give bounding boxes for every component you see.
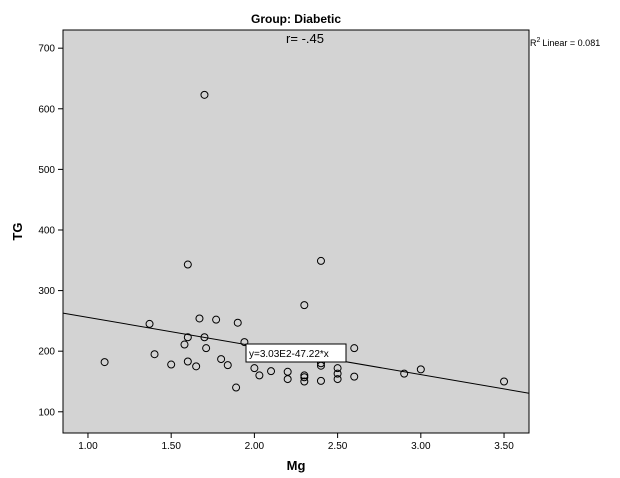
data-point [350, 372, 359, 381]
data-point [255, 371, 264, 380]
correlation-annotation: r= -.45 [286, 31, 324, 46]
y-tick-label: 500 [38, 165, 55, 176]
data-point [192, 362, 201, 371]
chart-title: Group: Diabetic [251, 12, 341, 26]
data-point [100, 358, 109, 367]
data-point [300, 301, 309, 310]
data-point [300, 377, 309, 386]
equation-label: y=3.03E2-47.22*x [245, 343, 347, 363]
r2-superscript: 2 [537, 37, 541, 44]
data-point [195, 314, 204, 323]
data-point [183, 333, 192, 342]
data-point [180, 340, 189, 349]
data-point [217, 355, 226, 364]
data-point [300, 373, 309, 382]
data-point [223, 361, 232, 370]
r2-label: R2 Linear = 0.081 [530, 37, 600, 48]
data-point [316, 376, 325, 385]
data-point [500, 377, 509, 386]
y-tick-label: 100 [38, 407, 55, 418]
data-point [200, 90, 209, 99]
r2-value: Linear = 0.081 [542, 38, 600, 48]
y-axis-title: TG [10, 222, 25, 240]
x-axis-title: Mg [287, 458, 306, 473]
y-tick-label: 400 [38, 225, 55, 236]
x-tick-label: 3.00 [411, 441, 431, 452]
y-tick-label: 200 [38, 347, 55, 358]
data-point [350, 344, 359, 353]
data-point [212, 315, 221, 324]
data-point [202, 344, 211, 353]
data-point [333, 375, 342, 384]
data-point [233, 318, 242, 327]
data-point [232, 383, 241, 392]
data-points [100, 90, 509, 392]
x-tick-label: 1.00 [78, 441, 98, 452]
data-point [250, 364, 259, 373]
x-tick-label: 2.00 [245, 441, 265, 452]
data-point [316, 256, 325, 265]
x-tick-label: 1.50 [161, 441, 181, 452]
data-point [333, 369, 342, 378]
data-point [416, 365, 425, 374]
y-tick-label: 600 [38, 104, 55, 115]
equation-box [245, 343, 347, 363]
data-point [200, 333, 209, 342]
data-point [145, 319, 154, 328]
equation-text: y=3.03E2-47.22*x [249, 349, 329, 360]
x-tick-label: 2.50 [328, 441, 348, 452]
y-tick-label: 700 [38, 44, 55, 55]
data-point [283, 375, 292, 384]
plot-area [62, 29, 530, 434]
x-tick-label: 3.50 [494, 441, 514, 452]
data-point [183, 357, 192, 366]
data-point [240, 338, 249, 347]
data-point [167, 360, 176, 369]
y-tick-label: 300 [38, 286, 55, 297]
data-point [400, 369, 409, 378]
data-point [150, 350, 159, 359]
data-point [183, 260, 192, 269]
data-point [333, 364, 342, 373]
r2-prefix: R [530, 38, 537, 48]
x-axis: 1.00 1.50 2.00 2.50 3.00 3.50 [78, 433, 514, 452]
y-axis: 100 200 300 400 500 600 700 [38, 44, 63, 418]
data-point [267, 367, 276, 376]
